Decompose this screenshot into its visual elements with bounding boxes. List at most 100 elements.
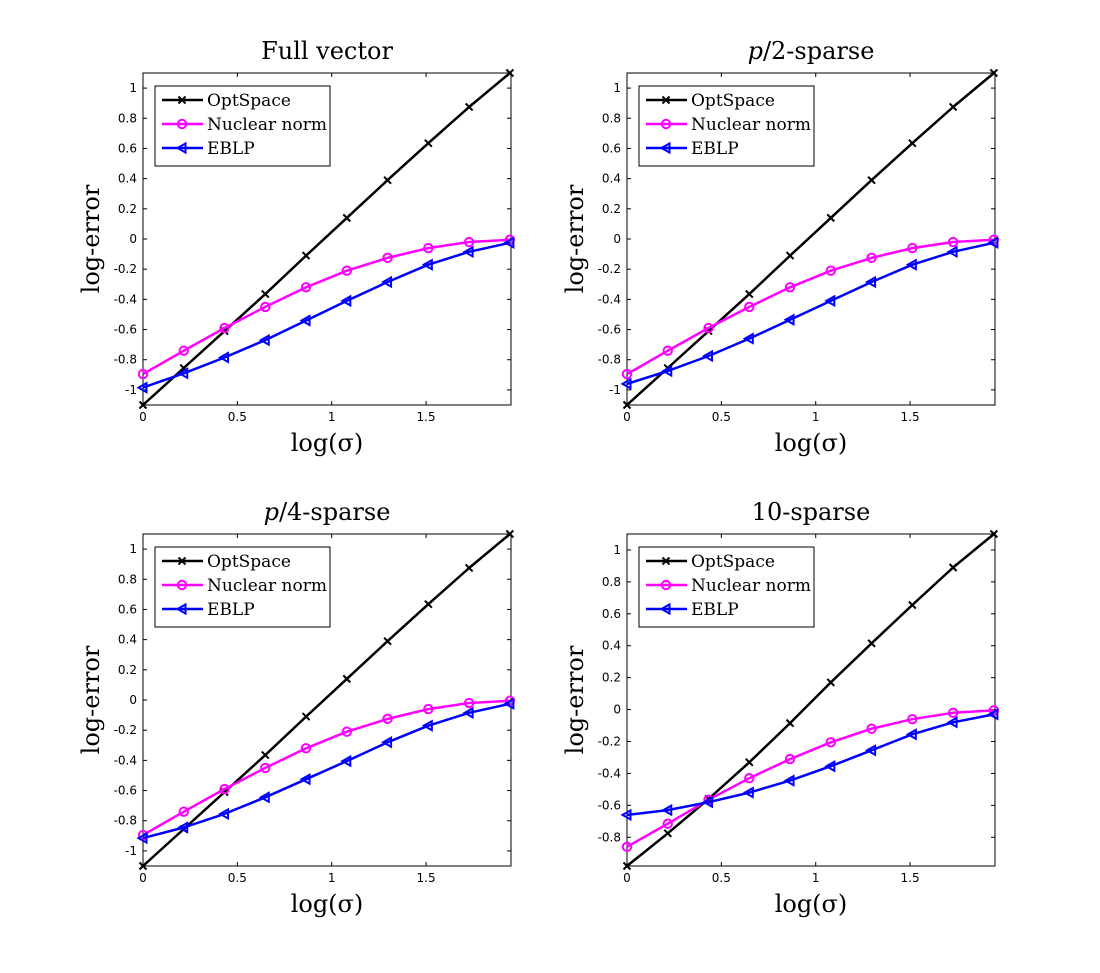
data-point <box>622 400 632 410</box>
x-axis-label: log(σ) <box>775 429 848 457</box>
data-point <box>784 753 796 765</box>
y-tick-label: -0.6 <box>598 323 621 337</box>
x-tick-label: 0 <box>139 410 147 424</box>
left-triangle-icon <box>175 141 187 155</box>
legend: OptSpace Nuclear norm EBLP <box>638 546 815 628</box>
y-tick-label: 0.8 <box>602 575 621 589</box>
x-tick-label: 0.5 <box>228 871 247 885</box>
data-point <box>177 367 189 380</box>
title-rest: /4-sparse <box>279 498 390 526</box>
data-point <box>261 750 270 760</box>
data-point <box>464 102 474 112</box>
series-eblp <box>136 697 515 845</box>
data-point <box>744 301 755 313</box>
y-tick-label: -0.6 <box>598 798 621 812</box>
y-tick-label: 0 <box>129 693 137 707</box>
y-tick-label: 1 <box>129 81 137 95</box>
data-point <box>217 807 230 821</box>
data-point <box>907 242 918 254</box>
y-tick-label: -0.8 <box>114 353 137 367</box>
series-nuclear-norm <box>137 234 516 380</box>
y-tick-label: 0.4 <box>602 172 621 186</box>
data-point <box>136 381 148 394</box>
data-point <box>948 563 958 572</box>
data-point <box>745 289 754 299</box>
data-point <box>342 674 352 684</box>
data-point <box>423 242 434 254</box>
data-point <box>340 294 352 308</box>
data-point <box>824 294 836 308</box>
data-point <box>701 349 714 363</box>
data-point <box>865 744 877 757</box>
data-point <box>219 783 230 795</box>
data-point <box>462 706 474 720</box>
data-point <box>663 829 672 838</box>
y-tick-label: -0.2 <box>598 262 621 276</box>
data-point <box>421 258 433 271</box>
legend-label: OptSpace <box>691 91 775 111</box>
x-tick-label: 1.5 <box>417 871 436 885</box>
x-icon <box>661 95 671 105</box>
data-point <box>867 175 876 185</box>
data-point <box>382 713 393 725</box>
legend-label: EBLP <box>691 139 739 159</box>
y-tick-label: 0.4 <box>118 172 137 186</box>
x-tick-label: 0.5 <box>228 410 247 424</box>
series-optspace <box>138 68 515 410</box>
data-point <box>908 600 917 610</box>
y-tick-label: -1 <box>125 844 137 858</box>
y-axis-label: log-error <box>561 645 589 754</box>
data-point <box>383 175 392 185</box>
data-point <box>947 236 959 248</box>
data-point <box>300 743 312 754</box>
y-axis-label: log-error <box>77 645 105 754</box>
y-tick-label: 0 <box>129 232 137 246</box>
data-point <box>503 236 515 249</box>
x-tick-label: 0.5 <box>712 871 731 885</box>
x-axis-label: log(σ) <box>291 429 364 457</box>
y-tick-label: -0.4 <box>598 292 621 306</box>
y-tick-label: 0.8 <box>602 111 621 125</box>
data-point <box>661 364 673 378</box>
y-tick-label: -1 <box>609 383 621 397</box>
series-eblp <box>136 236 515 394</box>
y-axis-label: log-error <box>77 184 105 293</box>
legend-item: OptSpace <box>646 552 775 572</box>
left-triangle-icon <box>175 602 187 616</box>
data-point <box>505 68 515 78</box>
data-point <box>301 712 311 721</box>
y-tick-label: 0.2 <box>602 671 621 685</box>
data-point <box>825 265 837 276</box>
y-tick-label: 1 <box>129 542 137 556</box>
data-point <box>383 636 392 646</box>
y-tick-label: 0 <box>613 703 621 717</box>
data-point <box>989 68 999 78</box>
data-point <box>785 251 795 260</box>
data-point <box>258 333 270 347</box>
data-point <box>620 808 632 822</box>
x-tick-label: 1.5 <box>901 410 920 424</box>
left-triangle-icon <box>659 141 671 155</box>
title-italic: p <box>748 37 763 65</box>
data-point <box>662 345 673 356</box>
data-point <box>905 258 917 271</box>
series-line <box>626 709 994 848</box>
data-point <box>505 529 515 539</box>
series-optspace <box>622 529 999 871</box>
data-point <box>261 289 270 299</box>
data-point <box>340 754 352 768</box>
data-point <box>463 697 475 709</box>
legend-item: Nuclear norm <box>646 115 811 135</box>
y-tick-label: -0.2 <box>598 735 621 749</box>
y-tick-label: -0.4 <box>598 766 621 780</box>
data-point <box>178 806 189 817</box>
y-tick-label: 0.6 <box>602 141 621 155</box>
legend-label: EBLP <box>207 139 255 159</box>
legend-label: OptSpace <box>691 552 775 572</box>
data-point <box>299 314 311 327</box>
data-point <box>621 841 633 853</box>
x-tick-label: 0 <box>623 871 631 885</box>
x-tick-label: 1.5 <box>417 410 436 424</box>
series-optspace <box>138 529 515 871</box>
